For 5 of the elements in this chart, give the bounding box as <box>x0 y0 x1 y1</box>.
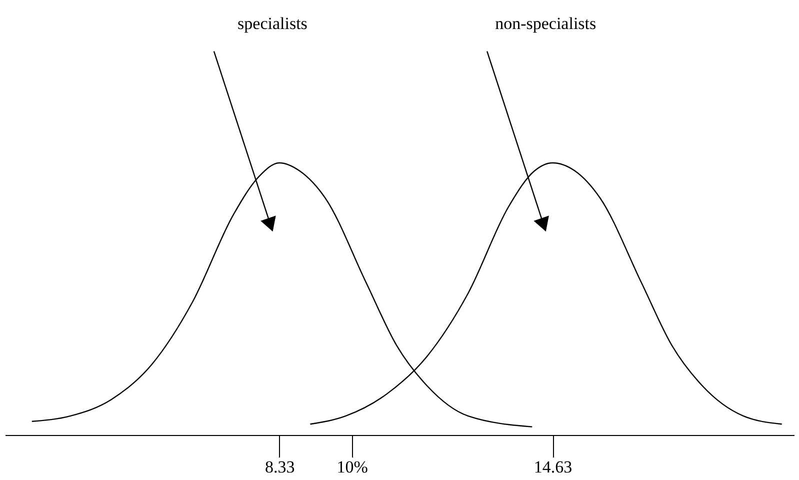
x-tick-label: 8.33 <box>265 458 295 476</box>
x-tick-label: 10% <box>336 458 368 476</box>
text: specialists <box>238 14 308 34</box>
x-tick-label: 14.63 <box>534 458 572 476</box>
text: non-specialists <box>495 14 596 34</box>
